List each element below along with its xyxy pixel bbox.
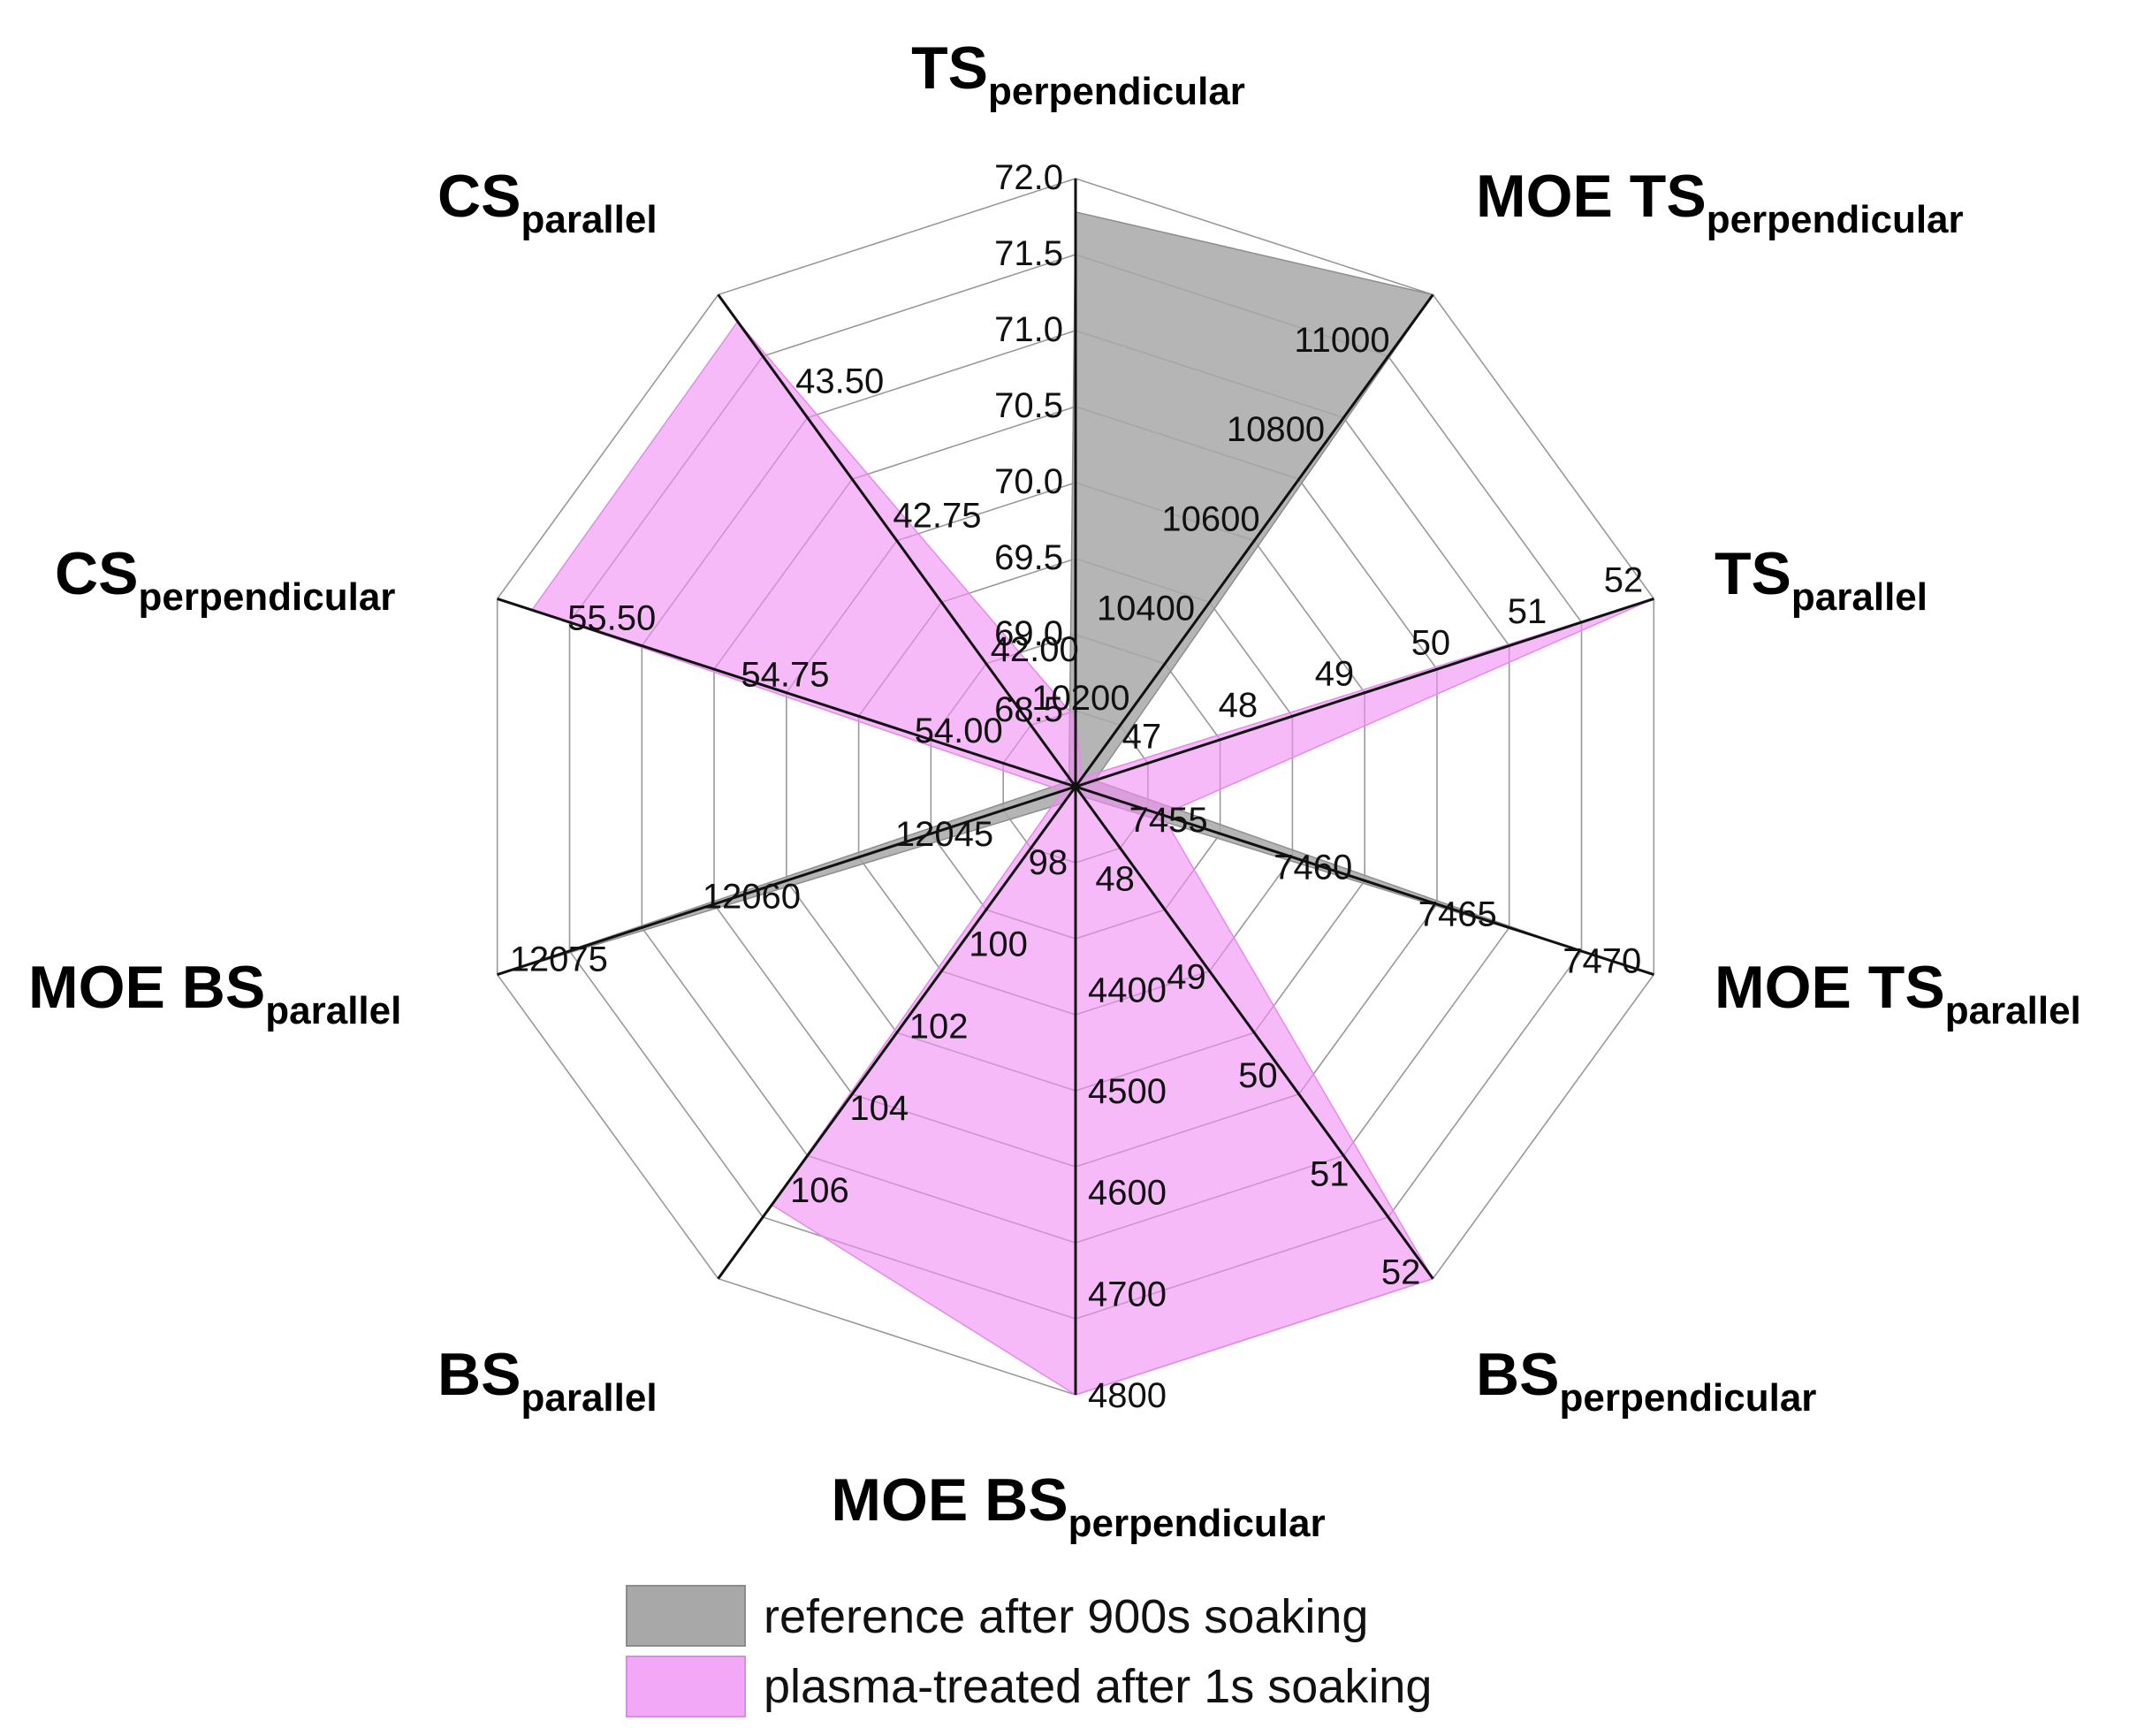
tick-label: 54.00 <box>915 712 1003 750</box>
axis-line <box>717 786 1077 1280</box>
tick-label: 70.5 <box>994 386 1063 425</box>
axis-line <box>1075 597 1654 788</box>
tick-label: 12060 <box>703 878 801 917</box>
axis-title-subscript: parallel <box>521 198 657 241</box>
tick-label: 47 <box>1122 718 1162 757</box>
tick-label: 43.50 <box>795 362 884 401</box>
tick-label: 50 <box>1411 623 1451 662</box>
tick-label: 51 <box>1310 1154 1350 1193</box>
axis-title-subscript: perpendicular <box>138 575 395 619</box>
tick-label: 4700 <box>1088 1275 1167 1313</box>
tick-label: 50 <box>1238 1056 1278 1095</box>
tick-label: 7460 <box>1274 848 1352 887</box>
tick-label: 10600 <box>1161 499 1259 538</box>
axis-title: MOE BSperpendicular <box>831 1466 1325 1545</box>
tick-label: 4400 <box>1088 971 1167 1009</box>
axis-title-main: MOE BS <box>831 1466 1068 1534</box>
tick-label: 51 <box>1508 592 1547 631</box>
tick-label: 71.5 <box>994 234 1063 273</box>
tick-label: 70.0 <box>994 462 1063 501</box>
tick-label: 55.50 <box>567 599 656 638</box>
axis-title: TSperpendicular <box>911 34 1245 113</box>
tick-label: 52 <box>1604 560 1644 599</box>
axis-title-subscript: perpendicular <box>988 70 1245 113</box>
tick-label: 68.5 <box>994 690 1063 729</box>
axis-line <box>497 785 1076 977</box>
tick-label: 4500 <box>1088 1072 1167 1111</box>
tick-label: 71.0 <box>994 310 1063 349</box>
tick-label: 49 <box>1315 655 1355 694</box>
axis-title: TSparallel <box>1715 540 1928 619</box>
tick-label: 7465 <box>1418 895 1497 934</box>
tick-label: 42.00 <box>991 630 1079 669</box>
tick-label: 48 <box>1095 859 1135 898</box>
axis-title-main: MOE BS <box>28 954 265 1021</box>
legend-label-reference: reference after 900s soaking <box>764 1590 1368 1643</box>
legend: reference after 900s soaking plasma-trea… <box>626 1585 1432 1717</box>
axis-title-subscript: parallel <box>521 1376 657 1420</box>
legend-swatch-plasma <box>626 1656 746 1717</box>
tick-label: 12075 <box>510 940 608 979</box>
tick-label: 42.75 <box>893 496 981 535</box>
tick-label: 69.5 <box>994 538 1063 577</box>
axis-title: BSperpendicular <box>1476 1341 1816 1420</box>
legend-label-plasma: plasma-treated after 1s soaking <box>764 1660 1432 1713</box>
tick-label: 102 <box>909 1007 969 1046</box>
axis-title-subscript: perpendicular <box>1068 1502 1326 1545</box>
tick-label: 48 <box>1219 686 1258 725</box>
axis-layer <box>497 179 1654 1395</box>
tick-label: 100 <box>969 925 1028 964</box>
axis-line <box>1075 785 1654 977</box>
tick-label: 4800 <box>1088 1376 1167 1415</box>
axis-title-subscript: perpendicular <box>1559 1376 1816 1420</box>
tick-layer: 68.5 69.0 69.5 70.0 70.5 71.0 71.5 72.0 10200 104… <box>510 158 1644 1415</box>
tick-label: 49 <box>1167 958 1206 997</box>
axis-title: MOE BSparallel <box>28 954 401 1032</box>
tick-label: 72.0 <box>994 158 1063 197</box>
tick-label: 10800 <box>1227 410 1325 449</box>
tick-label: 10200 <box>1031 679 1129 718</box>
axis-title-main: CS <box>55 540 138 607</box>
tick-label: 11000 <box>1294 321 1389 360</box>
axis-line <box>1074 293 1434 788</box>
tick-label: 69.0 <box>994 614 1063 653</box>
tick-label: 106 <box>790 1171 849 1210</box>
tick-label: 4600 <box>1088 1174 1167 1213</box>
axis-title: BSparallel <box>437 1341 658 1420</box>
tick-label: 98 <box>1029 843 1068 882</box>
tick-label: 7455 <box>1129 801 1208 840</box>
axis-title-main: TS <box>911 34 988 102</box>
axis-title: MOE TSparallel <box>1715 954 2081 1032</box>
axis-title-subscript: perpendicular <box>1707 198 1964 241</box>
axis-title-main: MOE TS <box>1715 954 1945 1021</box>
axis-title-subscript: parallel <box>1945 989 2081 1032</box>
tick-label: 104 <box>849 1089 909 1128</box>
axis-title-main: TS <box>1715 540 1791 607</box>
axis-title: CSperpendicular <box>55 540 395 619</box>
axis-title: CSparallel <box>437 163 658 241</box>
axis-title-main: MOE TS <box>1476 163 1707 230</box>
tick-label: 54.75 <box>741 655 829 694</box>
axis-line <box>497 597 1076 788</box>
axis-title-subscript: parallel <box>265 989 401 1032</box>
tick-label: 12045 <box>895 815 993 854</box>
tick-label: 52 <box>1381 1253 1421 1292</box>
axis-title-main: BS <box>437 1341 521 1408</box>
axis-title-main: BS <box>1476 1341 1559 1408</box>
axis-line <box>1074 786 1434 1280</box>
axis-title: MOE TSperpendicular <box>1476 163 1964 241</box>
axis-title-main: CS <box>437 163 521 230</box>
axis-title-subscript: parallel <box>1791 575 1928 619</box>
axis-line <box>717 293 1077 788</box>
tick-label: 7470 <box>1563 942 1641 981</box>
tick-label: 10400 <box>1097 590 1195 628</box>
legend-swatch-reference <box>626 1585 746 1647</box>
